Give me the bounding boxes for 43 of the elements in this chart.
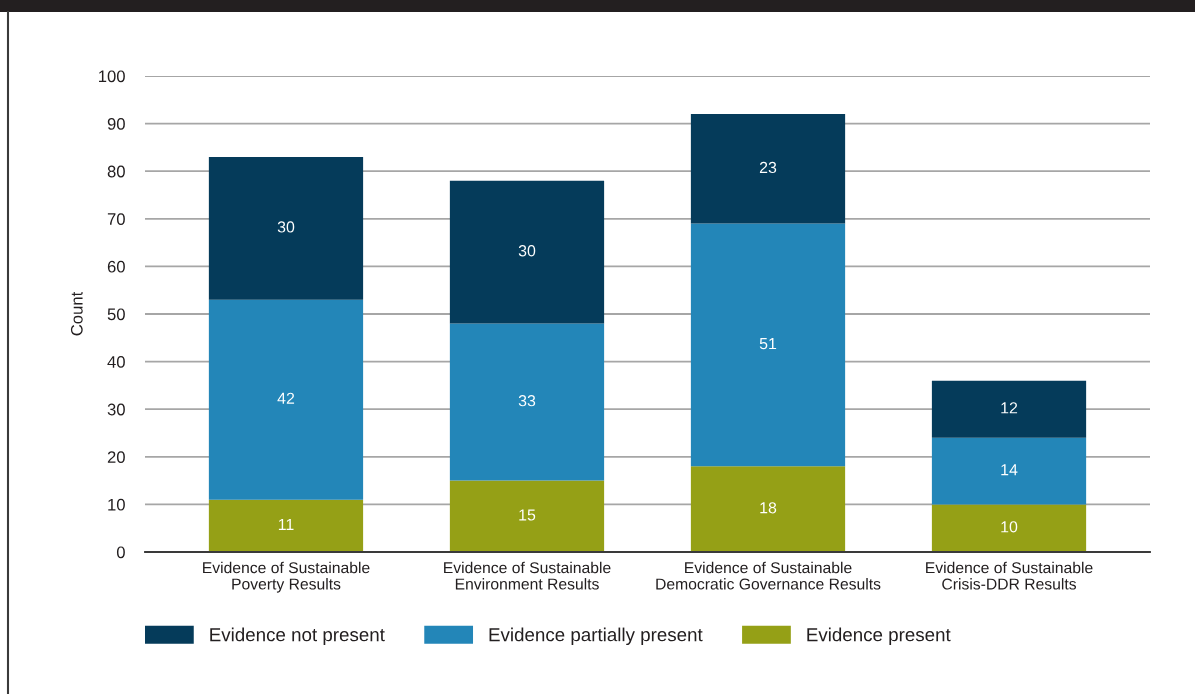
data-label: 11 [278,518,294,530]
data-label: 51 [759,338,777,350]
x-tick-label: Evidence of Sustainable Environment Results [444,561,611,590]
data-label: 14 [1001,464,1018,476]
bar [449,323,605,481]
data-label: 30 [277,221,295,233]
y-tick-label: 50 [107,308,125,321]
legend-label: Evidence partially present [489,627,703,646]
y-tick-label: 80 [107,165,125,178]
data-label: 10 [1001,521,1018,533]
data-label: 42 [277,392,295,404]
data-label: 23 [759,161,777,174]
bar [931,504,1087,552]
bar [931,437,1087,505]
y-tick-label: 70 [107,213,125,225]
bar [690,114,846,224]
x-tick-label: Evidence of Sustainable Crisis-DDR Results [926,561,1093,590]
data-label: 33 [518,395,536,407]
legend-label: Evidence present [807,627,951,646]
data-label: 30 [518,245,536,257]
data-label: 18 [760,502,777,514]
y-tick-label: 90 [107,118,125,130]
y-tick-label: 30 [107,403,125,416]
y-tick-label: 40 [107,356,125,368]
bar [690,466,846,552]
bar [931,380,1087,438]
x-tick-label: Evidence of Sustainable Democratic Governance Results [656,561,881,590]
x-tick-label: Evidence of Sustainable Poverty Results [203,561,370,593]
legend-label: Evidence not present [210,627,385,646]
y-tick-label: 100 [99,70,125,83]
y-axis-title: Count [70,291,83,336]
y-tick-label: 10 [108,498,125,511]
bar [449,480,605,552]
y-tick-label: 60 [107,260,125,273]
bar [208,156,364,300]
y-tick-label: 20 [107,451,125,463]
data-label: 15 [519,509,536,521]
bar [449,180,605,324]
bar [690,223,846,467]
bar [208,299,364,500]
data-label: 12 [1001,402,1018,414]
y-tick-label: 0 [116,546,125,559]
bar [208,499,364,552]
